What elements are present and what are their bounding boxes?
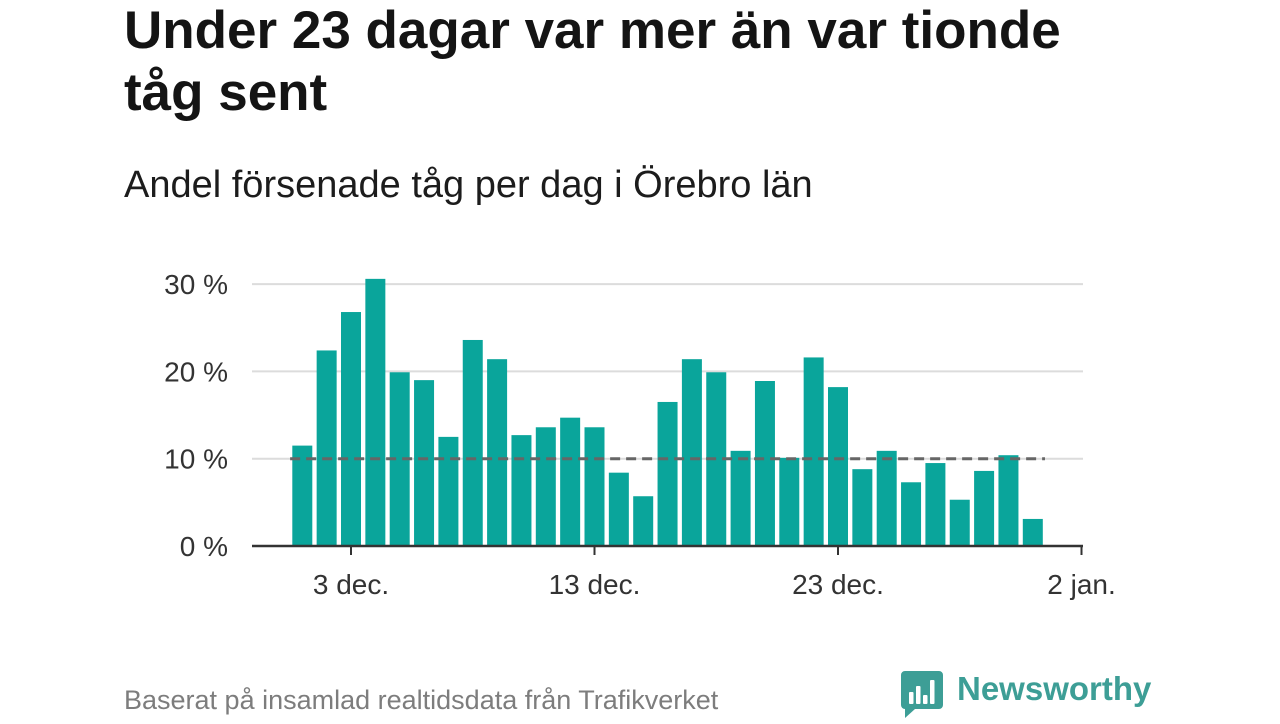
y-tick-label: 30 % <box>164 269 228 300</box>
bar <box>754 381 775 546</box>
x-axis <box>252 544 1083 555</box>
bar <box>974 470 995 546</box>
bar <box>681 359 702 546</box>
bar <box>535 427 556 546</box>
bar <box>438 436 459 546</box>
bars <box>292 278 1043 546</box>
bar <box>633 496 654 546</box>
y-tick-label: 20 % <box>164 356 228 387</box>
newsworthy-logo-icon <box>901 671 943 719</box>
tick-labels: 0 % 10 % 20 % 30 % 3 dec. 13 dec. 23 dec. 2 jan… <box>164 269 1116 600</box>
bar <box>852 469 873 546</box>
y-tick-label: 0 % <box>180 531 228 562</box>
bar <box>925 463 946 546</box>
x-tick-label: 13 dec. <box>549 569 641 600</box>
newsworthy-logo: Newsworthy <box>901 669 1161 719</box>
chart-title: Under 23 dagar var mer än var tionde tåg… <box>124 1 1061 122</box>
x-tick-label: 23 dec. <box>792 569 884 600</box>
bar <box>487 359 508 546</box>
bar <box>803 357 824 546</box>
bar <box>560 417 581 546</box>
bar <box>511 435 532 546</box>
x-tick-label: 3 dec. <box>313 569 389 600</box>
chart-subtitle: Andel försenade tåg per dag i Örebro län <box>124 164 813 206</box>
bar <box>901 482 922 546</box>
bar <box>998 455 1019 546</box>
bar <box>730 450 751 546</box>
bar <box>949 499 970 546</box>
bar <box>657 401 678 546</box>
bar <box>365 278 386 546</box>
bar <box>414 380 435 546</box>
y-tick-label: 10 % <box>164 444 228 475</box>
bar <box>706 372 727 546</box>
bar <box>316 350 337 546</box>
bar <box>292 445 313 546</box>
x-tick-label: 2 jan. <box>1047 569 1116 600</box>
bar <box>462 339 483 546</box>
bar <box>341 312 361 546</box>
logo-text: Newsworthy <box>957 670 1152 707</box>
source-note: Baserat på insamlad realtidsdata från Tr… <box>124 685 719 715</box>
bar <box>876 450 897 546</box>
bar <box>828 387 848 546</box>
bar <box>608 472 629 546</box>
bar <box>389 372 410 546</box>
bar <box>1022 518 1043 546</box>
bar <box>584 427 605 546</box>
bar <box>779 457 800 546</box>
